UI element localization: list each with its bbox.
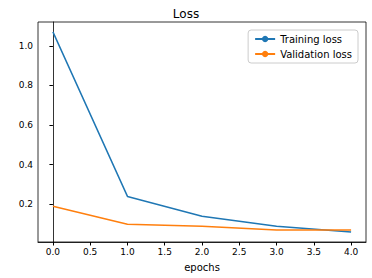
svg-text:0.4: 0.4 <box>19 160 34 170</box>
svg-text:1.5: 1.5 <box>158 247 172 257</box>
svg-text:1.0: 1.0 <box>19 41 34 51</box>
svg-text:2.0: 2.0 <box>195 247 210 257</box>
svg-text:0.0: 0.0 <box>46 247 61 257</box>
svg-text:0.6: 0.6 <box>19 120 34 130</box>
svg-text:0.8: 0.8 <box>19 80 34 90</box>
svg-text:Loss: Loss <box>173 7 199 21</box>
svg-text:Validation loss: Validation loss <box>280 49 352 60</box>
svg-text:2.5: 2.5 <box>232 247 246 257</box>
svg-text:4.0: 4.0 <box>344 247 359 257</box>
svg-text:3.5: 3.5 <box>307 247 321 257</box>
svg-text:0.2: 0.2 <box>19 199 33 209</box>
svg-text:Training loss: Training loss <box>279 34 342 45</box>
svg-text:epochs: epochs <box>184 262 220 273</box>
svg-text:0.5: 0.5 <box>83 247 97 257</box>
svg-text:3.0: 3.0 <box>269 247 284 257</box>
svg-text:1.0: 1.0 <box>120 247 135 257</box>
